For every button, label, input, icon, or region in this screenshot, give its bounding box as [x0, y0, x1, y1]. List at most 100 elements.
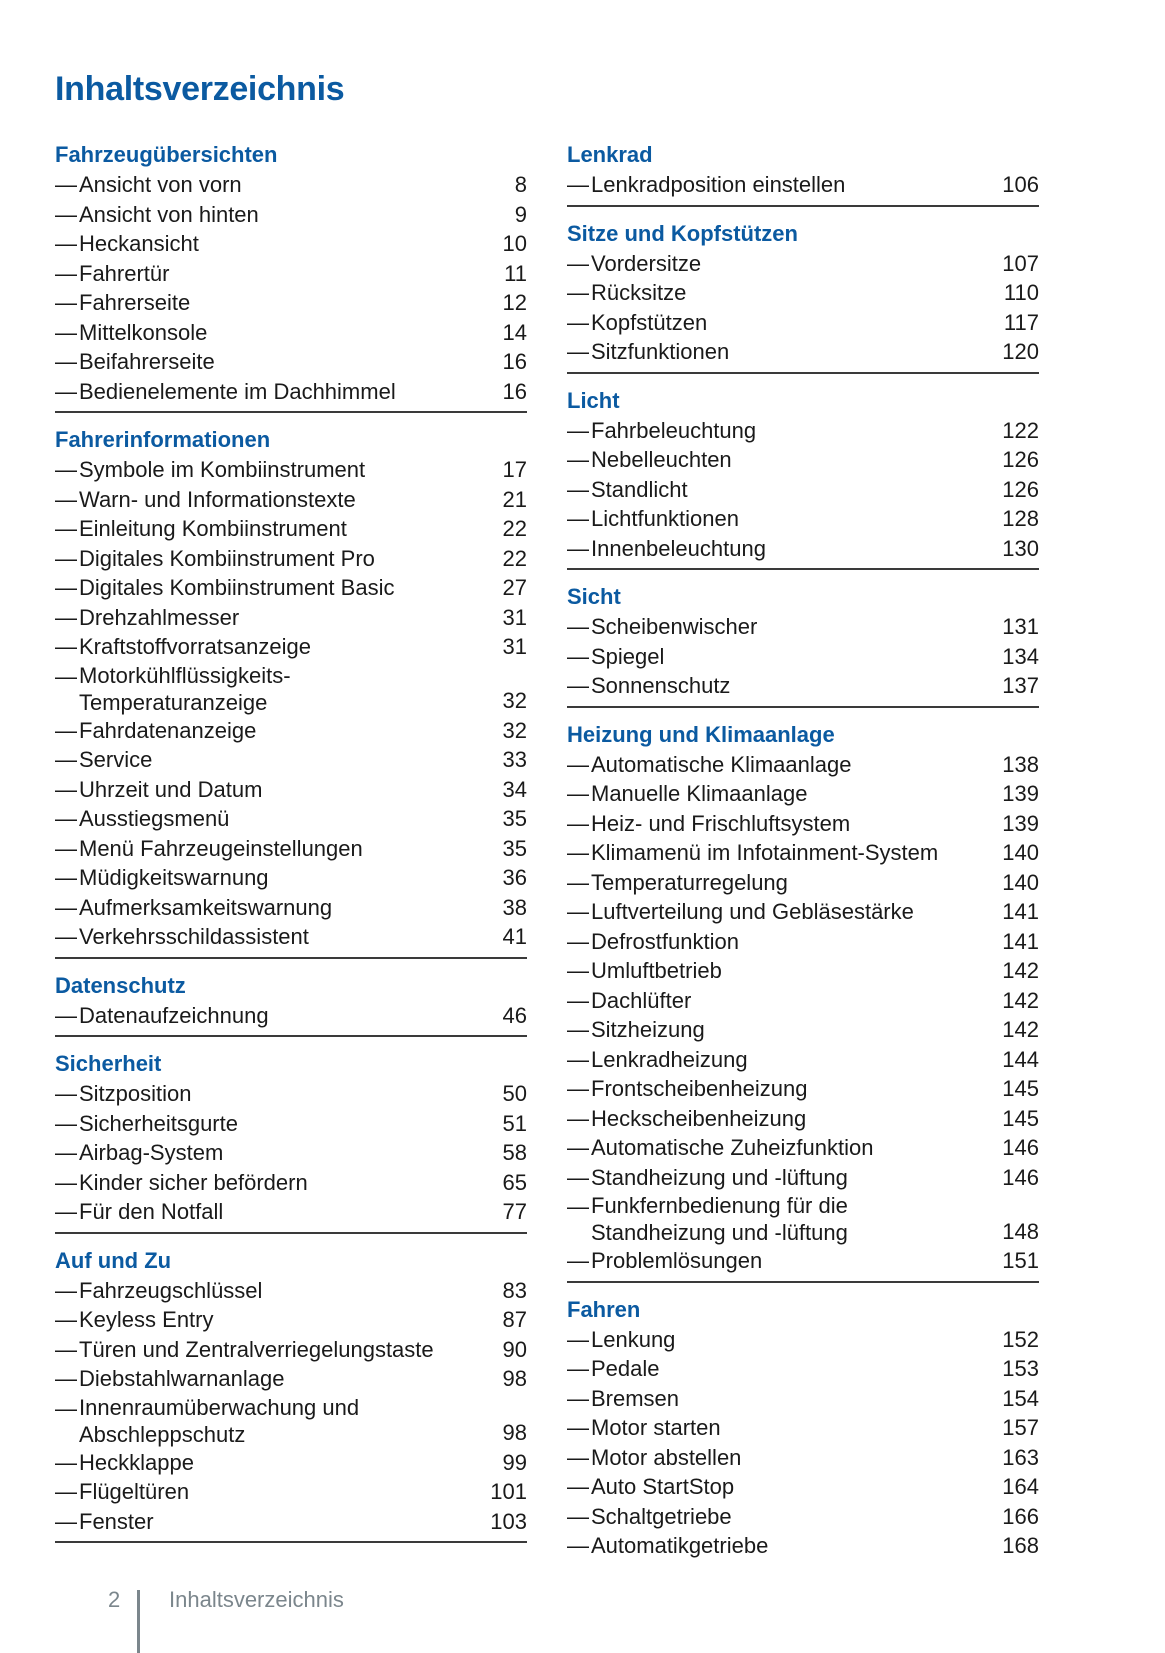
toc-entry[interactable]: — Spiegel 134: [567, 642, 1039, 672]
toc-entry[interactable]: — Flügeltüren 101: [55, 1477, 527, 1507]
entry-title: — Uhrzeit und Datum: [55, 775, 262, 805]
toc-entry[interactable]: — Diebstahlwarnanlage 98: [55, 1364, 527, 1394]
toc-entry[interactable]: — Service 33: [55, 745, 527, 775]
toc-entry[interactable]: — Datenaufzeichnung 46: [55, 1001, 527, 1031]
section-heading[interactable]: Lenkrad: [567, 142, 653, 167]
toc-entry[interactable]: — Sitzposition 50: [55, 1079, 527, 1109]
toc-entry[interactable]: — Heckansicht 10: [55, 229, 527, 259]
toc-entry[interactable]: — Symbole im Kombiinstrument 17: [55, 455, 527, 485]
toc-entry[interactable]: — Airbag-System 58: [55, 1138, 527, 1168]
toc-entry[interactable]: — Automatische Zuheizfunktion 146: [567, 1133, 1039, 1163]
toc-entry[interactable]: — Lichtfunktionen 128: [567, 504, 1039, 534]
entry-page-number: 141: [1002, 928, 1039, 954]
section-heading[interactable]: Sitze und Kopfstützen: [567, 220, 798, 246]
entry-text: Standlicht: [591, 475, 688, 505]
toc-entry[interactable]: — Fahrzeugschlüssel 83: [55, 1276, 527, 1306]
toc-entry[interactable]: — Lenkung 152: [567, 1325, 1039, 1355]
toc-entry[interactable]: — Digitales Kombiinstrument Basic 27: [55, 573, 527, 603]
section-heading[interactable]: Fahrzeugübersichten: [55, 142, 278, 167]
toc-entry[interactable]: — Türen und Zentralverriegelungstaste 90: [55, 1335, 527, 1365]
toc-entry[interactable]: — Motorkühlflüssigkeits- Temperaturanzeige…: [55, 662, 527, 716]
dash-marker: —: [567, 417, 589, 443]
entry-title: — Ansicht von hinten: [55, 200, 259, 230]
toc-entry[interactable]: — Aufmerksamkeitswarnung 38: [55, 893, 527, 923]
toc-entry[interactable]: — Klimamenü im Infotainment-System 140: [567, 838, 1039, 868]
toc-entry[interactable]: — Innenraumüberwachung und Abschleppschutz…: [55, 1394, 527, 1448]
toc-entry[interactable]: — Kinder sicher befördern 65: [55, 1168, 527, 1198]
toc-entry[interactable]: — Sonnenschutz 137: [567, 671, 1039, 701]
entry-title: — Heckscheibenheizung: [567, 1104, 806, 1134]
section-heading[interactable]: Heizung und Klimaanlage: [567, 721, 835, 747]
toc-entry[interactable]: — Sicherheitsgurte 51: [55, 1109, 527, 1139]
toc-entry[interactable]: — Vordersitze 107: [567, 249, 1039, 279]
toc-entry[interactable]: — Menü Fahrzeugeinstellungen 35: [55, 834, 527, 864]
toc-entry[interactable]: — Beifahrerseite 16: [55, 347, 527, 377]
toc-entry[interactable]: — Auto StartStop 164: [567, 1472, 1039, 1502]
toc-entry[interactable]: — Für den Notfall 77: [55, 1197, 527, 1227]
toc-entry[interactable]: — Manuelle Klimaanlage 139: [567, 779, 1039, 809]
toc-entry[interactable]: — Heckscheibenheizung 145: [567, 1104, 1039, 1134]
toc-entry[interactable]: — Mittelkonsole 14: [55, 318, 527, 348]
section-heading[interactable]: Sicherheit: [55, 1051, 162, 1076]
section-heading[interactable]: Sicht: [567, 584, 621, 609]
toc-entry[interactable]: — Ausstiegsmenü 35: [55, 804, 527, 834]
toc-entry[interactable]: — Frontscheibenheizung 145: [567, 1074, 1039, 1104]
toc-entry[interactable]: — Digitales Kombiinstrument Pro 22: [55, 544, 527, 574]
toc-entry[interactable]: — Schaltgetriebe 166: [567, 1502, 1039, 1532]
toc-entry[interactable]: — Problemlösungen 151: [567, 1246, 1039, 1276]
section-heading[interactable]: Fahren: [567, 1296, 641, 1322]
toc-entry[interactable]: — Heiz- und Frischluftsystem 139: [567, 809, 1039, 839]
entry-line: Kopfstützen: [591, 309, 708, 335]
toc-entry[interactable]: — Dachlüfter 142: [567, 986, 1039, 1016]
toc-entry[interactable]: — Standlicht 126: [567, 475, 1039, 505]
section-heading[interactable]: Auf und Zu: [55, 1247, 172, 1273]
toc-entry[interactable]: — Sitzheizung 142: [567, 1015, 1039, 1045]
toc-entry[interactable]: — Bedienelemente im Dachhimmel 16: [55, 377, 527, 407]
toc-entry[interactable]: — Defrostfunktion 141: [567, 927, 1039, 957]
toc-entry[interactable]: — Motor abstellen 163: [567, 1443, 1039, 1473]
entry-title: — Datenaufzeichnung: [55, 1001, 269, 1031]
toc-entry[interactable]: — Heckklappe 99: [55, 1448, 527, 1478]
toc-entry[interactable]: — Fenster 103: [55, 1507, 527, 1537]
toc-entry[interactable]: — Automatische Klimaanlage 138: [567, 750, 1039, 780]
toc-entry[interactable]: — Bremsen 154: [567, 1384, 1039, 1414]
toc-entry[interactable]: — Umluftbetrieb 142: [567, 956, 1039, 986]
toc-entry[interactable]: — Fahrertür 11: [55, 259, 527, 289]
toc-entry[interactable]: — Müdigkeitswarnung 36: [55, 863, 527, 893]
section-heading[interactable]: Fahrerinformationen: [55, 427, 271, 452]
toc-entry[interactable]: — Keyless Entry 87: [55, 1305, 527, 1335]
toc-entry[interactable]: — Luftverteilung und Gebläsestärke 141: [567, 897, 1039, 927]
toc-entry[interactable]: — Rücksitze 110: [567, 278, 1039, 308]
section-heading[interactable]: Datenschutz: [55, 972, 186, 998]
toc-entry[interactable]: — Fahrdatenanzeige 32: [55, 716, 527, 746]
toc-entry[interactable]: — Scheibenwischer 131: [567, 612, 1039, 642]
toc-entry[interactable]: — Motor starten 157: [567, 1413, 1039, 1443]
toc-entry[interactable]: — Lenkradposition einstellen 106: [567, 170, 1039, 200]
footer-page-number: 2: [108, 1587, 121, 1612]
entry-text: Fahrbeleuchtung: [591, 416, 756, 446]
dash-marker: —: [55, 747, 77, 772]
toc-entry[interactable]: — Verkehrsschildassistent 41: [55, 922, 527, 952]
dash-marker: —: [55, 201, 77, 227]
toc-entry[interactable]: — Warn- und Informationstexte 21: [55, 485, 527, 515]
toc-entry[interactable]: — Automatikgetriebe 168: [567, 1531, 1039, 1561]
toc-entry[interactable]: — Fahrbeleuchtung 122: [567, 416, 1039, 446]
toc-entry[interactable]: — Ansicht von hinten 9: [55, 200, 527, 230]
toc-entry[interactable]: — Fahrerseite 12: [55, 288, 527, 318]
toc-entry[interactable]: — Uhrzeit und Datum 34: [55, 775, 527, 805]
toc-entry[interactable]: — Einleitung Kombiinstrument 22: [55, 514, 527, 544]
toc-entry[interactable]: — Temperaturregelung 140: [567, 868, 1039, 898]
toc-entry[interactable]: — Lenkradheizung 144: [567, 1045, 1039, 1075]
entry-page-number: 16: [502, 349, 527, 374]
toc-entry[interactable]: — Innenbeleuchtung 130: [567, 534, 1039, 564]
toc-entry[interactable]: — Standheizung und -lüftung 146: [567, 1163, 1039, 1193]
toc-entry[interactable]: — Nebelleuchten 126: [567, 445, 1039, 475]
toc-entry[interactable]: — Pedale 153: [567, 1354, 1039, 1384]
toc-entry[interactable]: — Sitzfunktionen 120: [567, 337, 1039, 367]
toc-entry[interactable]: — Drehzahlmesser 31: [55, 603, 527, 633]
toc-entry[interactable]: — Funkfernbedienung für die Standheizung u…: [567, 1192, 1039, 1246]
section-heading[interactable]: Licht: [567, 387, 620, 413]
toc-entry[interactable]: — Kopfstützen 117: [567, 308, 1039, 338]
toc-entry[interactable]: — Ansicht von vorn 8: [55, 170, 527, 200]
toc-entry[interactable]: — Kraftstoffvorratsanzeige 31: [55, 632, 527, 662]
